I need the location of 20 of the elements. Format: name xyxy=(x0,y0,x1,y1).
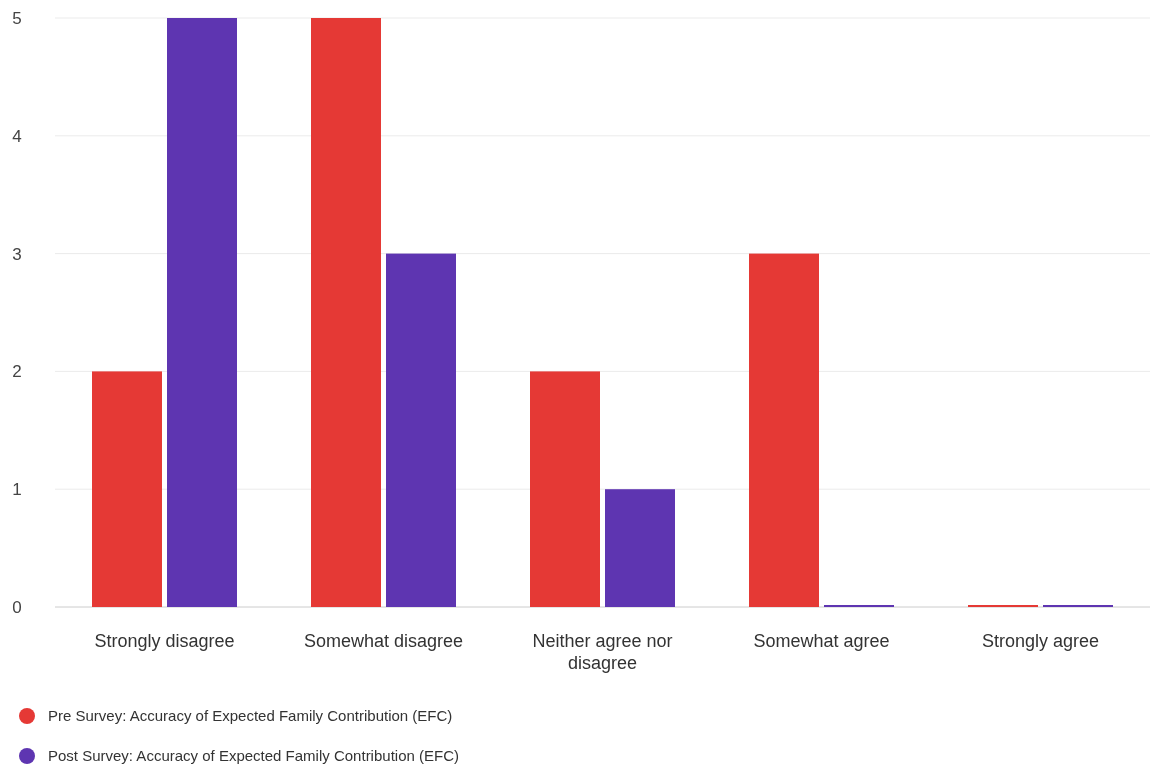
legend-label: Pre Survey: Accuracy of Expected Family Contribution (EFC) xyxy=(48,707,453,725)
bar xyxy=(605,489,675,607)
x-tick-label: Neither agree nor disagree xyxy=(532,631,673,673)
x-tick-label: Strongly disagree xyxy=(94,631,235,651)
y-tick-label: 3 xyxy=(12,244,22,264)
bar xyxy=(167,18,237,607)
x-tick-label: Strongly agree xyxy=(981,631,1100,651)
bar xyxy=(92,371,162,607)
bar xyxy=(311,18,381,607)
bar xyxy=(530,371,600,607)
legend-label: Post Survey: Accuracy of Expected Family Contribution (EFC) xyxy=(48,747,459,765)
y-tick-label: 0 xyxy=(12,597,22,617)
y-tick-label: 2 xyxy=(12,362,22,382)
x-tick-label: Somewhat agree xyxy=(753,631,890,651)
y-tick-label: 1 xyxy=(12,480,22,500)
y-tick-label: 5 xyxy=(12,8,22,28)
bar xyxy=(749,253,819,607)
y-tick-label: 4 xyxy=(12,126,22,146)
bar xyxy=(386,253,456,607)
x-tick-label: Somewhat disagree xyxy=(303,631,464,651)
